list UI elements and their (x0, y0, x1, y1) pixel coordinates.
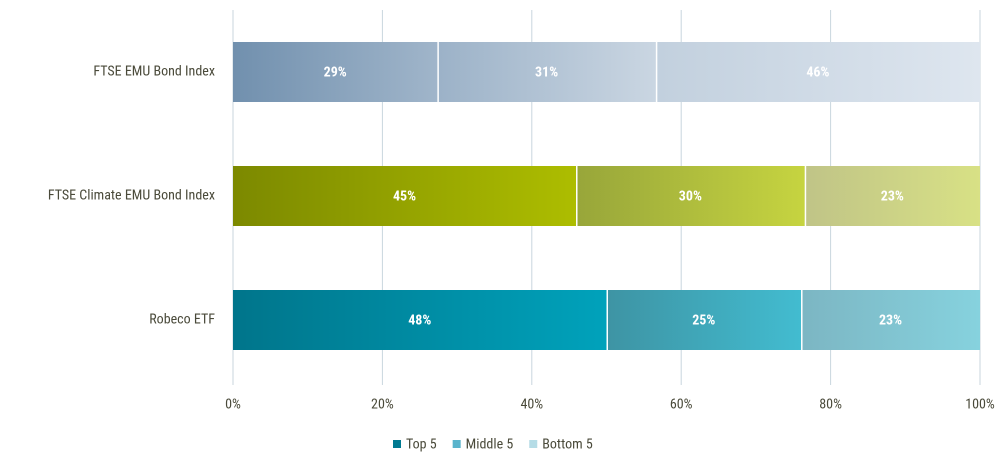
data-label: 23% (879, 313, 902, 329)
bar-segment (438, 42, 656, 102)
legend-label: Middle 5 (466, 437, 514, 453)
bar-segment (802, 290, 980, 350)
bar-segment (233, 290, 607, 350)
legend-swatch (393, 440, 401, 448)
legend-label: Bottom 5 (542, 437, 593, 453)
legend-label: Top 5 (406, 437, 437, 453)
x-tick-label: 80% (819, 397, 842, 413)
x-tick-label: 40% (520, 397, 543, 413)
legend-swatch (529, 440, 538, 448)
bar-segment (577, 166, 805, 226)
data-label: 31% (535, 65, 558, 81)
x-tick-label: 100% (965, 397, 995, 413)
legend-swatch (452, 440, 461, 448)
category-label: Robeco ETF (149, 312, 215, 328)
data-label: 29% (324, 65, 347, 81)
bar-segment (657, 42, 980, 102)
x-tick-label: 20% (371, 397, 394, 413)
bar-segment (233, 42, 438, 102)
bar-segment (608, 290, 802, 350)
bar-segment (806, 166, 980, 226)
data-label: 30% (679, 189, 702, 205)
data-label: 23% (881, 189, 904, 205)
data-label: 25% (692, 313, 715, 329)
x-tick-label: 0% (225, 397, 241, 413)
data-label: 46% (806, 65, 829, 81)
data-label: 45% (393, 189, 416, 205)
data-label: 48% (408, 313, 431, 329)
x-tick-label: 60% (670, 397, 693, 413)
category-label: FTSE EMU Bond Index (93, 64, 215, 80)
bar-segment (233, 166, 577, 226)
category-label: FTSE Climate EMU Bond Index (48, 188, 215, 204)
